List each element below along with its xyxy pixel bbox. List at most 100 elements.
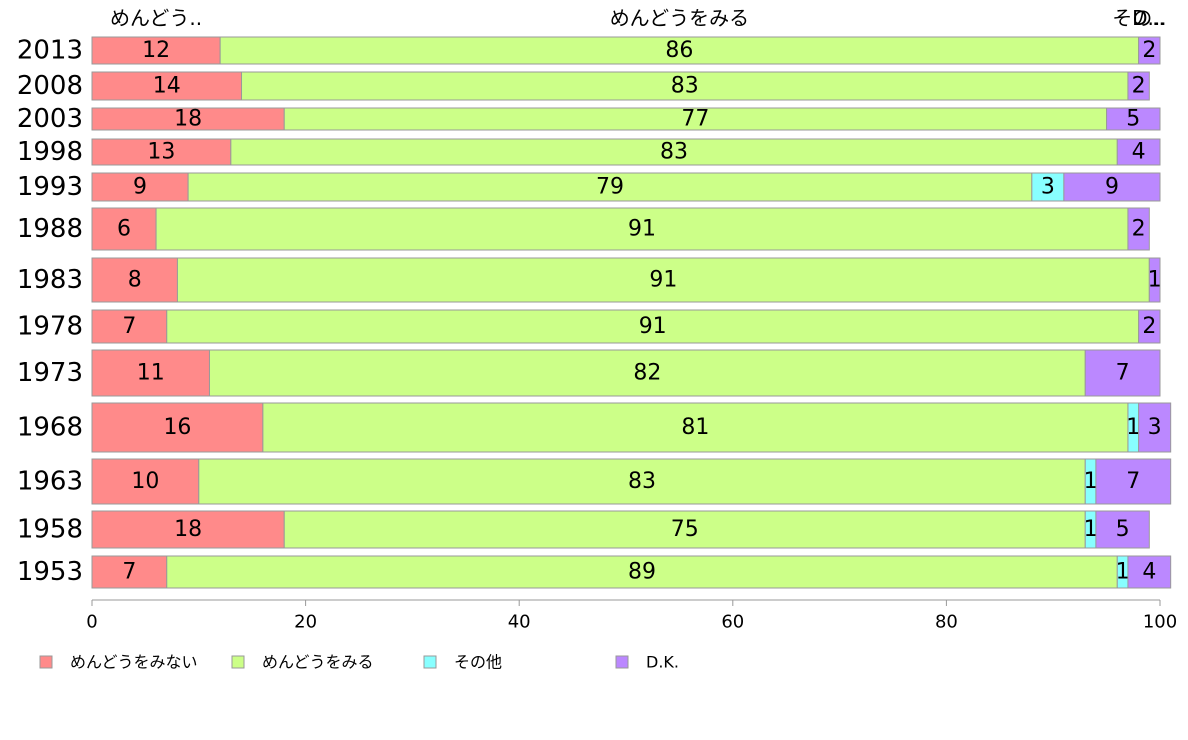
data-label: 13 <box>147 140 175 165</box>
bar-segment <box>1127 207 1150 251</box>
year-label: 1983 <box>17 265 83 295</box>
bar-segment <box>1138 36 1161 65</box>
data-label: 91 <box>649 268 677 293</box>
bar-segment <box>166 555 1118 589</box>
year-label: 1973 <box>17 358 83 388</box>
data-label: 83 <box>660 140 688 165</box>
legend-label: D.K. <box>646 653 679 672</box>
series-top-label: めんどう.. <box>110 6 202 30</box>
bar-segment <box>219 36 1140 65</box>
data-label: 6 <box>117 217 131 242</box>
data-label: 2 <box>1142 38 1156 63</box>
bar-segment <box>1138 309 1161 344</box>
data-label: 77 <box>681 107 709 132</box>
bar-segment <box>198 458 1086 505</box>
bar-segment <box>230 138 1118 166</box>
bar-segment <box>91 349 210 397</box>
bar-segment <box>1063 172 1161 202</box>
bar-segment <box>176 257 1150 303</box>
year-label: 1978 <box>17 312 83 342</box>
data-label: 89 <box>628 560 656 585</box>
year-label: 1958 <box>17 515 83 545</box>
data-label: 83 <box>671 74 699 99</box>
data-label: 91 <box>628 217 656 242</box>
data-label: 79 <box>596 175 624 200</box>
data-label: 2 <box>1142 314 1156 339</box>
legend-label: めんどうをみない <box>70 653 198 672</box>
data-label: 16 <box>163 415 191 440</box>
year-label: 1968 <box>17 413 83 443</box>
year-label: 2008 <box>17 71 83 101</box>
year-label: 1998 <box>17 137 83 167</box>
data-label: 9 <box>133 175 147 200</box>
series-top-label: めんどうをみる <box>610 6 749 30</box>
year-label: 1993 <box>17 172 83 202</box>
bar-segment <box>91 36 221 65</box>
data-label: 10 <box>131 469 159 494</box>
year-label: 1953 <box>17 557 83 587</box>
bar-segment <box>1095 458 1172 505</box>
data-label: 1 <box>1148 268 1162 293</box>
data-label: 81 <box>681 415 709 440</box>
bar-segment <box>187 172 1033 202</box>
bar-segment <box>91 555 168 589</box>
data-label: 2 <box>1132 217 1146 242</box>
legend-swatch <box>615 655 629 669</box>
bar-segment <box>91 172 189 202</box>
data-label: 14 <box>153 74 181 99</box>
data-label: 18 <box>174 517 202 542</box>
bar-segment <box>155 207 1129 251</box>
bar-segment <box>1095 510 1150 549</box>
bar-segment <box>1148 257 1161 303</box>
data-label: 1 <box>1126 415 1140 440</box>
legend-swatch <box>231 655 245 669</box>
legend-swatch <box>423 655 437 669</box>
bar-segment <box>1127 71 1150 101</box>
bar-segment <box>241 71 1129 101</box>
data-label: 7 <box>122 560 136 585</box>
x-tick-label: 60 <box>721 612 744 633</box>
data-label: 2 <box>1132 74 1146 99</box>
data-label: 91 <box>639 314 667 339</box>
data-label: 4 <box>1142 560 1156 585</box>
bar-segment <box>91 138 232 166</box>
x-tick-label: 40 <box>508 612 531 633</box>
year-label: 2013 <box>17 36 83 66</box>
year-label: 2003 <box>17 104 83 134</box>
data-label: 5 <box>1126 107 1140 132</box>
x-tick-label: 80 <box>935 612 958 633</box>
bar-segment <box>91 207 157 251</box>
series-top-label: D... <box>1132 6 1166 30</box>
data-label: 5 <box>1116 517 1130 542</box>
year-label: 1988 <box>17 214 83 244</box>
data-label: 8 <box>128 268 142 293</box>
bar-segment <box>1106 107 1161 131</box>
bar-segment <box>1127 555 1172 589</box>
data-label: 1 <box>1084 469 1098 494</box>
data-label: 82 <box>633 361 661 386</box>
bar-segment <box>1116 138 1161 166</box>
bar-segment <box>1138 402 1172 453</box>
data-label: 75 <box>671 517 699 542</box>
legend-label: その他 <box>454 653 502 672</box>
bar-segment <box>91 71 243 101</box>
data-label: 3 <box>1041 175 1055 200</box>
legend-label: めんどうをみる <box>262 653 374 672</box>
bar-segment <box>91 309 168 344</box>
data-label: 86 <box>665 38 693 63</box>
data-label: 11 <box>137 361 165 386</box>
x-tick-label: 0 <box>86 612 97 633</box>
data-label: 1 <box>1116 560 1130 585</box>
data-label: 9 <box>1105 175 1119 200</box>
legend-swatch <box>39 655 53 669</box>
data-label: 18 <box>174 107 202 132</box>
x-tick-label: 100 <box>1143 612 1177 633</box>
bar-segment <box>166 309 1140 344</box>
year-label: 1963 <box>17 467 83 497</box>
bar-segment <box>91 510 285 549</box>
data-label: 7 <box>1126 469 1140 494</box>
bar-segment <box>208 349 1086 397</box>
bar-segment <box>283 510 1086 549</box>
